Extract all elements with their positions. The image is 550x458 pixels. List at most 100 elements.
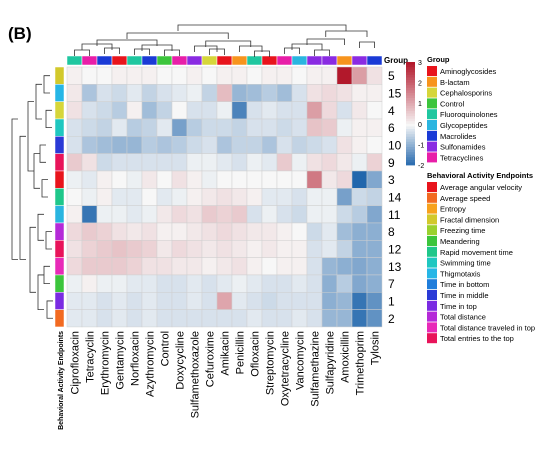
heatmap-cell [66, 101, 83, 120]
heatmap-cell [246, 257, 263, 276]
heatmap-cell [141, 188, 158, 206]
colorbar-segment [406, 67, 415, 71]
heatmap-cell [201, 118, 218, 137]
heatmap-cell [216, 153, 233, 172]
endpoint-legend-label: Entropy [440, 205, 466, 214]
heatmap-cell [66, 257, 83, 276]
heatmap-cell [186, 309, 203, 328]
group-legend-swatch [427, 141, 437, 152]
column-label: Vancomycin [295, 331, 307, 390]
group-legend-swatch [427, 76, 437, 87]
heatmap-cell [336, 101, 353, 120]
colorbar-segment [406, 77, 415, 81]
column-group-strip-cell [141, 55, 158, 66]
heatmap-cell [291, 188, 308, 206]
colorbar-segment [406, 162, 415, 166]
heatmap-cell [111, 274, 128, 293]
colorbar-tick-label: 1 [418, 101, 422, 108]
heatmap-cell [201, 188, 218, 206]
heatmap-cell [246, 170, 263, 189]
heatmap-cell [231, 257, 248, 276]
heatmap-cell [336, 274, 353, 293]
heatmap-cell [366, 101, 383, 120]
column-label: Norfloxacin [130, 331, 142, 386]
heatmap-cell [276, 240, 293, 258]
heatmap-cell [321, 101, 338, 120]
column-dendrogram-branch [306, 38, 345, 45]
endpoint-legend-swatch [427, 333, 437, 344]
column-group-strip-cell [111, 55, 128, 66]
column-group-strip-cell [306, 55, 323, 66]
column-dendrogram-branch [96, 39, 158, 46]
heatmap-cell [186, 257, 203, 276]
heatmap-cell [186, 292, 203, 310]
heatmap-cell [366, 153, 383, 172]
colorbar-segment [406, 80, 415, 83]
heatmap-cell [171, 136, 188, 154]
group-legend-label: Glycopeptides [440, 121, 488, 130]
endpoint-legend-swatch [427, 246, 437, 257]
heatmap-cell [156, 118, 173, 137]
column-group-strip-cell [81, 55, 98, 66]
heatmap-cell [66, 240, 83, 258]
row-label: 13 [388, 260, 402, 274]
heatmap-cell [111, 153, 128, 172]
heatmap-cell [111, 136, 128, 154]
colorbar-segment [406, 149, 415, 153]
heatmap-cell [291, 309, 308, 328]
heatmap-cell [171, 66, 188, 85]
heatmap-cell [201, 257, 218, 276]
heatmap-cell [291, 118, 308, 137]
heatmap-cell [336, 188, 353, 206]
colorbar-tick-label: 3 [418, 60, 422, 67]
heatmap-cell [261, 101, 278, 120]
colorbar-segment [406, 85, 415, 89]
column-label: Amikacin [220, 331, 232, 376]
group-legend-label: Aminoglycosides [440, 67, 497, 76]
column-label: Amoxicillin [340, 331, 352, 383]
column-label: Erythromycin [100, 331, 112, 395]
heatmap-cell [246, 136, 263, 154]
heatmap-cell [171, 84, 188, 102]
endpoint-legend-label: Time in middle [440, 291, 489, 300]
colorbar-segment [406, 134, 415, 138]
heatmap-cell [276, 309, 293, 328]
heatmap-cell [291, 84, 308, 102]
heatmap-cell [96, 153, 113, 172]
endpoint-legend-swatch [427, 182, 437, 192]
column-label: Ofloxacin [250, 331, 262, 377]
heatmap-cell [186, 274, 203, 293]
heatmap-cell [321, 188, 338, 206]
colorbar-segment [406, 62, 415, 65]
row-group-strip-cell [54, 118, 65, 137]
endpoint-legend-swatch [427, 257, 437, 268]
heatmap-cell [351, 292, 368, 310]
column-label: Tylosin [370, 331, 382, 365]
column-label: Cefuroxime [205, 331, 217, 387]
heatmap-cell [66, 118, 83, 137]
heatmap-cell [111, 101, 128, 120]
column-group-strip-cell [261, 55, 278, 66]
colorbar-segment [406, 159, 415, 163]
heatmap-cell [156, 170, 173, 189]
heatmap-cell [351, 205, 368, 224]
heatmap-cell [351, 136, 368, 154]
column-dendrogram-branch [177, 24, 347, 31]
colorbar-segment [406, 118, 415, 122]
heatmap-cell [156, 222, 173, 241]
group-legend-label: B-lactam [440, 78, 470, 87]
heatmap-cell [306, 136, 323, 154]
row-label: 15 [388, 86, 402, 100]
heatmap-cell [186, 118, 203, 137]
heatmap-cell [336, 84, 353, 102]
heatmap-cell [366, 136, 383, 154]
heatmap-cell [111, 170, 128, 189]
heatmap-cell [66, 153, 83, 172]
heatmap-cell [156, 188, 173, 206]
heatmap-cell [276, 170, 293, 189]
colorbar-segment [406, 90, 415, 94]
colorbar-segment [406, 72, 415, 76]
row-dendrogram-branch [46, 300, 53, 319]
heatmap-cell [321, 274, 338, 293]
